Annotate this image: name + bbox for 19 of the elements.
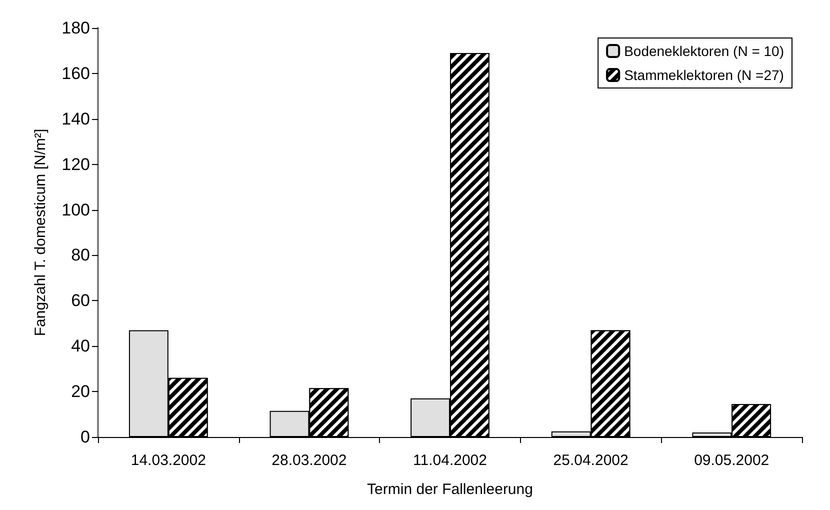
x-tick-label: 25.04.2002 xyxy=(553,452,628,469)
y-tick-label: 100 xyxy=(62,200,90,220)
x-tick-label: 28.03.2002 xyxy=(272,452,347,469)
x-tick-label: 14.03.2002 xyxy=(130,452,206,469)
x-tick-label: 11.04.2002 xyxy=(413,452,487,469)
y-tick-label: 40 xyxy=(71,336,90,356)
y-tick-label: 120 xyxy=(62,154,90,174)
x-tick-label: 09.05.2002 xyxy=(694,452,770,469)
y-tick-label: 0 xyxy=(80,428,90,446)
y-tick-label: 140 xyxy=(62,109,90,128)
y-axis-title: Fangzahl T. domesticum [N/m²] xyxy=(32,128,49,336)
y-tick-label: 20 xyxy=(71,382,90,402)
y-tick-label: 180 xyxy=(62,18,90,38)
y-tick-label: 80 xyxy=(71,246,90,265)
legend-label: Stammeklektoren (N =27) xyxy=(624,67,784,83)
y-tick-label: 160 xyxy=(62,64,90,83)
y-tick-label: 60 xyxy=(71,291,90,310)
x-axis-title: Termin der Fallenleerung xyxy=(367,481,533,498)
legend-label: Bodeneklektoren (N = 10) xyxy=(624,43,784,59)
